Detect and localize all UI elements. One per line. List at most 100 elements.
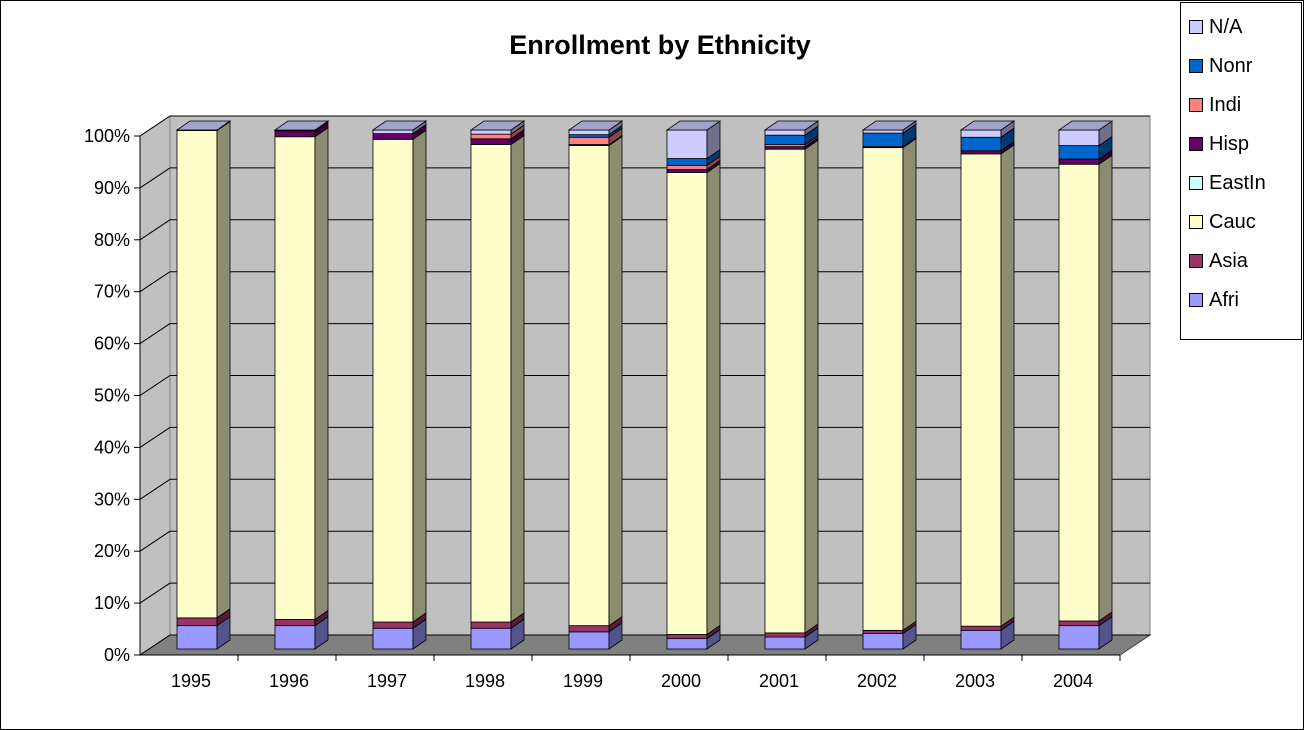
bar-side <box>706 162 721 636</box>
x-tick-label: 2000 <box>661 671 701 691</box>
bar-front <box>1058 625 1100 650</box>
bar-side <box>608 135 623 627</box>
bar-top <box>1057 120 1114 131</box>
gridline-side <box>139 375 171 396</box>
bar-segment-cauc <box>1058 154 1113 622</box>
legend-swatch <box>1189 20 1203 34</box>
bar-top <box>665 120 722 131</box>
x-tick-label: 1995 <box>171 671 211 691</box>
bar-segment-cauc <box>666 162 721 636</box>
bar-stack-2001 <box>763 120 820 650</box>
bar-segment-nonr <box>960 127 1015 152</box>
bar-stack-1999 <box>567 120 624 650</box>
bar-front <box>372 138 414 623</box>
y-tick-label: 90% <box>94 178 130 198</box>
gridline-side <box>139 530 171 552</box>
bar-segment-cauc <box>470 134 525 623</box>
bar-front <box>666 158 708 166</box>
bar-segment-afri <box>470 618 525 650</box>
gridline-side <box>139 426 171 448</box>
bar-segment-cauc <box>960 144 1015 627</box>
bar-top <box>469 120 526 131</box>
x-tick-label: 1997 <box>367 671 407 691</box>
y-tick-label: 60% <box>94 334 130 354</box>
bar-stack-2002 <box>861 120 918 650</box>
bar-segment-afri <box>176 615 231 650</box>
legend-label: N/A <box>1209 15 1243 38</box>
legend-item-nonr: Nonr <box>1189 53 1252 79</box>
bar-stack-2004 <box>1057 120 1114 650</box>
x-tick-label: 1996 <box>269 671 309 691</box>
bar-front <box>960 629 1002 650</box>
x-tick-label: 2004 <box>1053 671 1093 691</box>
bar-front <box>1058 129 1100 146</box>
bar-front <box>568 145 610 627</box>
bar-side <box>1000 144 1015 627</box>
bar-front <box>666 129 708 159</box>
bar-top <box>273 120 330 131</box>
bar-front <box>470 133 512 140</box>
bar-front <box>372 129 414 135</box>
bar-front <box>470 144 512 623</box>
legend-item-asia: Asia <box>1189 248 1248 274</box>
legend-label: Asia <box>1209 249 1248 272</box>
y-tick-label: 50% <box>94 386 130 406</box>
bar-front <box>960 129 1002 138</box>
bar-segment-asia <box>372 612 427 630</box>
bar-front <box>568 129 610 136</box>
bar-segment-cauc <box>274 126 329 621</box>
bar-top <box>763 120 820 131</box>
legend-label: EastIn <box>1209 171 1266 194</box>
x-tick-label: 1998 <box>465 671 505 691</box>
bar-segment-afri <box>1058 615 1113 650</box>
legend-item-hisp: Hisp <box>1189 131 1249 157</box>
bar-side <box>1098 154 1113 622</box>
bar-front <box>960 136 1002 152</box>
bar-front <box>862 633 904 650</box>
legend-item-indi: Indi <box>1189 92 1241 118</box>
bar-front <box>666 634 708 640</box>
bar-side <box>510 134 525 623</box>
bar-front <box>666 172 708 635</box>
bar-front <box>470 621 512 629</box>
bar-front <box>764 148 806 634</box>
bar-front <box>1058 620 1100 627</box>
legend-swatch <box>1189 137 1203 151</box>
gridline-side <box>139 634 171 656</box>
gridline-side <box>139 115 171 137</box>
bar-side <box>412 129 427 623</box>
gridline-side <box>139 219 171 241</box>
bar-front <box>764 636 806 650</box>
bar-segment-afri <box>372 618 427 650</box>
x-tick-label: 2001 <box>759 671 799 691</box>
bar-front <box>274 130 316 138</box>
x-tick-label: 2003 <box>955 671 995 691</box>
bar-segment-cauc <box>862 137 917 632</box>
bar-segment-nonr <box>1058 135 1113 160</box>
legend-item-cauc: Cauc <box>1189 209 1256 235</box>
bar-stack-1995 <box>175 120 232 650</box>
bar-front <box>274 625 316 650</box>
bar-front <box>862 132 904 148</box>
gridline-side <box>139 167 171 189</box>
y-tick-label: 20% <box>94 541 130 561</box>
bar-side <box>314 126 329 621</box>
bar-front <box>666 169 708 173</box>
legend: N/A Nonr Indi Hisp EastIn Cauc Asia Afri <box>1180 2 1302 340</box>
bar-stack-2003 <box>959 120 1016 650</box>
bar-segment-afri <box>274 615 329 650</box>
y-tick-label: 70% <box>94 282 130 302</box>
gridline-side <box>139 323 171 345</box>
legend-label: Nonr <box>1209 54 1253 77</box>
bar-segment-afri <box>862 623 917 650</box>
bar-top <box>175 120 232 131</box>
bar-front <box>862 129 904 134</box>
bar-front <box>764 129 806 136</box>
legend-swatch <box>1189 98 1203 112</box>
x-tick-label: 2002 <box>857 671 897 691</box>
bar-front <box>568 631 610 650</box>
plot-area: 0% 10% 20% 30% 40% 50% 60% 70% 80% 90% 100% 1995 199… <box>84 115 1152 691</box>
legend-swatch <box>1189 176 1203 190</box>
bar-side <box>216 120 231 619</box>
bar-segment-asia <box>568 615 623 633</box>
